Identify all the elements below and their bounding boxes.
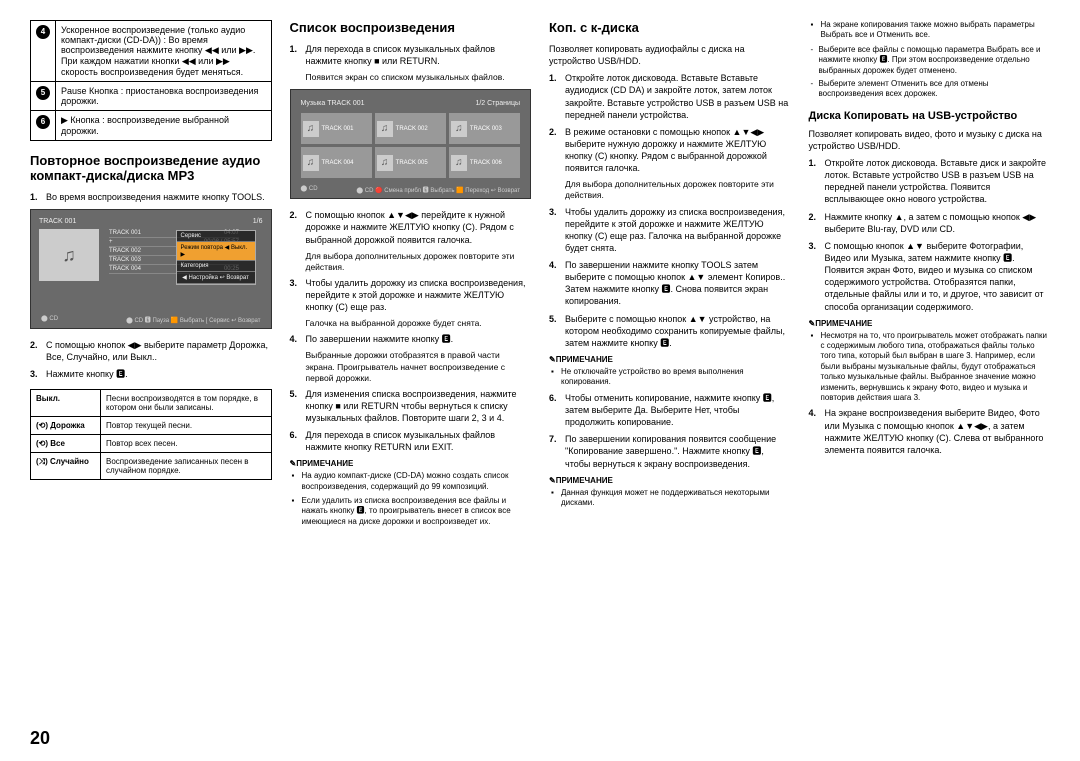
column-2: Список воспроизведения Для перехода в сп…: [290, 20, 532, 531]
player-screenshot: TRACK 0011/6 ♫ TRACK 00104:07 +00:08 / 0…: [30, 209, 272, 329]
heading-rip: Коп. с к-диска: [549, 20, 791, 35]
intro-usb: Позволяет копировать видео, фото и музык…: [809, 128, 1051, 152]
column-1: 4Ускоренное воспроизведение (только ауди…: [30, 20, 272, 531]
filelist-screenshot: Музыка TRACK 0011/2 Страницы ♫TRACK 001 …: [290, 89, 532, 199]
modes-table: Выкл.Песни воспроизводятся в том порядке…: [30, 389, 272, 480]
note-heading: ПРИМЕЧАНИЕ: [549, 355, 791, 364]
note-heading: ПРИМЕЧАНИЕ: [549, 476, 791, 485]
note-heading: ПРИМЕЧАНИЕ: [809, 319, 1051, 328]
steps-repeat: Во время воспроизведения нажмите кнопку …: [30, 191, 272, 203]
note-heading: ПРИМЕЧАНИЕ: [290, 459, 532, 468]
heading-usb: Диска Копировать на USB-устройство: [809, 110, 1051, 122]
num-5: 5: [36, 86, 50, 100]
music-icon: ♫: [39, 229, 99, 281]
num-6: 6: [36, 115, 50, 129]
steps-usb: Откройте лоток дисковода. Вставьте диск …: [809, 157, 1051, 313]
heading-repeat: Повторное воспроизведение аудио компакт-…: [30, 153, 272, 183]
control-table: 4Ускоренное воспроизведение (только ауди…: [30, 20, 272, 141]
column-4: На экране копирования также можно выбрат…: [809, 20, 1051, 531]
intro-rip: Позволяет копировать аудиофайлы с диска …: [549, 43, 791, 67]
steps-rip: Откройте лоток дисковода. Вставьте Встав…: [549, 72, 791, 174]
notes-list: На аудио компакт-диске (CD-DA) можно соз…: [290, 471, 532, 527]
heading-playlist: Список воспроизведения: [290, 20, 532, 35]
tools-popup: Сервис Режим повтора ◀ Выкл. ▶ Категория…: [176, 230, 256, 285]
steps-playlist: Для перехода в список музыкальных файлов…: [290, 43, 532, 67]
column-3: Коп. с к-диска Позволяет копировать ауди…: [549, 20, 791, 531]
page-number: 20: [30, 728, 50, 749]
num-4: 4: [36, 25, 50, 39]
